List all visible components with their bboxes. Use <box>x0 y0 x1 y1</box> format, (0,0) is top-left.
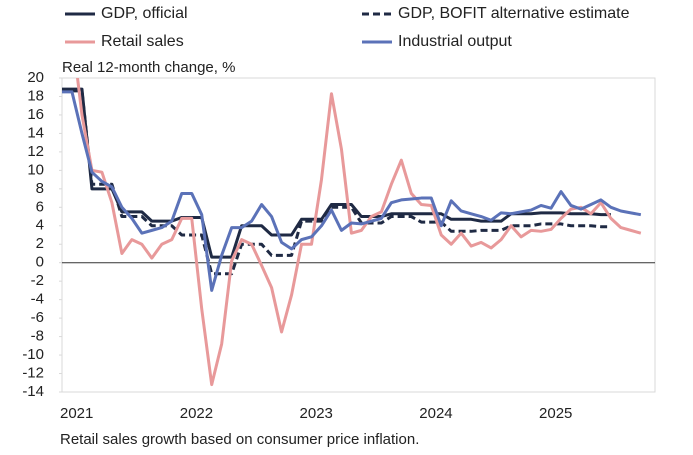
y-tick-label: 20 <box>27 69 44 86</box>
y-tick-label: 0 <box>36 254 44 271</box>
y-tick-label: -6 <box>31 309 44 326</box>
y-tick-label: -14 <box>22 383 44 400</box>
x-tick-label: 2021 <box>60 405 93 422</box>
y-tick-label: 6 <box>36 198 44 215</box>
footnote: Retail sales growth based on consumer pr… <box>60 431 419 448</box>
legend-label: GDP, official <box>101 5 188 22</box>
x-tick-label: 2022 <box>180 405 213 422</box>
y-tick-label: -10 <box>22 346 44 363</box>
x-tick-label: 2024 <box>419 405 452 422</box>
plot-lines <box>62 78 642 387</box>
legend-label: GDP, BOFIT alternative estimate <box>398 5 630 22</box>
y-tick-label: -2 <box>31 272 44 289</box>
legend-label: Retail sales <box>101 33 184 50</box>
y-tick-label: 4 <box>36 217 44 234</box>
y-tick-label: 16 <box>27 106 44 123</box>
y-axis-label: Real 12-month change, % <box>62 59 235 76</box>
series-line <box>76 78 642 387</box>
legend-label: Industrial output <box>398 33 512 50</box>
series-line <box>62 87 611 259</box>
y-tick-label: 14 <box>27 124 44 141</box>
y-tick-label: 18 <box>27 87 44 104</box>
y-tick-label: 8 <box>36 180 44 197</box>
y-tick-label: -12 <box>22 364 44 381</box>
y-tick-label: 12 <box>27 143 44 160</box>
plot-frame <box>61 77 656 393</box>
y-tick-label: 2 <box>36 235 44 252</box>
y-tick-label: 10 <box>27 161 44 178</box>
x-tick-label: 2023 <box>300 405 333 422</box>
series-line <box>62 89 611 276</box>
y-tick-label: -8 <box>31 328 44 345</box>
x-tick-label: 2025 <box>539 405 572 422</box>
series-line <box>62 90 642 292</box>
y-tick-label: -4 <box>31 291 44 308</box>
